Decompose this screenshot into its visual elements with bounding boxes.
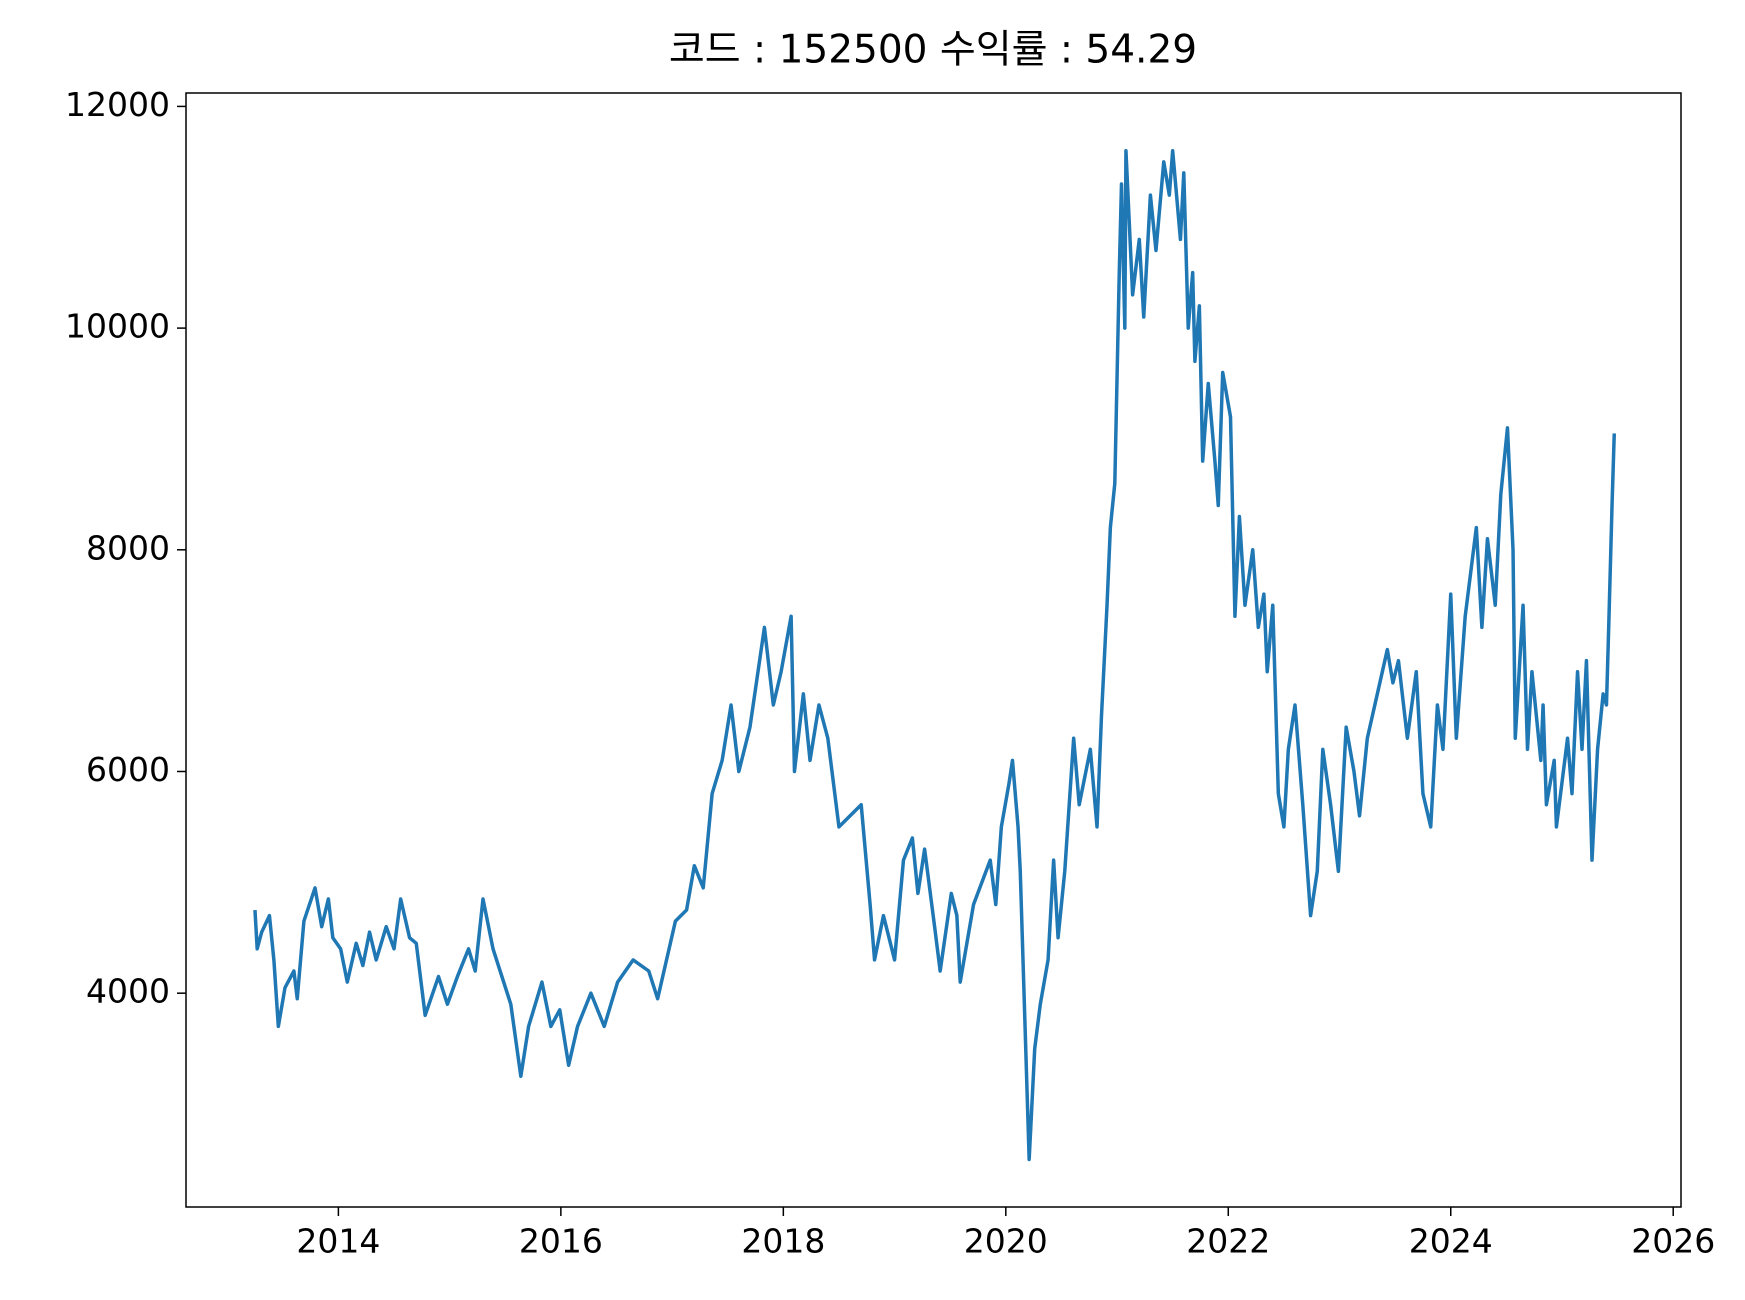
- x-tick-label: 2016: [519, 1222, 603, 1261]
- y-tick-label: 4000: [86, 972, 170, 1011]
- x-tick-label: 2022: [1186, 1222, 1270, 1261]
- x-tick-label: 2024: [1409, 1222, 1493, 1261]
- y-tick-label: 12000: [65, 85, 170, 124]
- x-tick-label: 2018: [741, 1222, 825, 1261]
- y-tick-label: 10000: [65, 307, 170, 346]
- x-tick-label: 2026: [1631, 1222, 1715, 1261]
- chart-title: 코드 : 152500 수익률 : 54.29: [669, 28, 1197, 73]
- y-tick-label: 6000: [86, 750, 170, 789]
- plot-frame: [185, 92, 1682, 1208]
- x-tick-label: 2014: [296, 1222, 380, 1261]
- y-tick-label: 8000: [86, 528, 170, 567]
- x-tick-label: 2020: [964, 1222, 1048, 1261]
- price-line: [253, 149, 1617, 1162]
